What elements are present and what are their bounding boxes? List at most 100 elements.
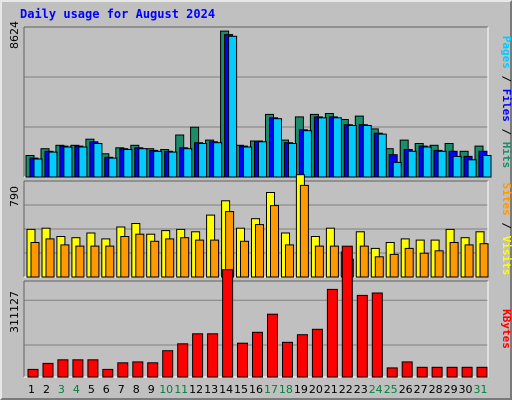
bar-sites-day-27 (419, 252, 429, 278)
bar-kbytes-day-31 (476, 366, 488, 378)
bar-sites-day-14 (225, 211, 235, 278)
x-tick-label-day-1: 1 (28, 383, 35, 396)
bar-kbytes-day-24 (371, 292, 383, 378)
x-tick-label-day-2: 2 (43, 383, 50, 396)
bar-sites-day-7 (120, 236, 130, 278)
bar-pages-day-19 (302, 130, 312, 178)
bar-pages-day-1 (33, 158, 43, 178)
bar-kbytes-day-23 (356, 294, 368, 378)
x-tick-label-day-21: 21 (324, 383, 338, 396)
x-tick-label-day-7: 7 (118, 383, 125, 396)
legend-part: Hits (500, 142, 512, 169)
bar-pages-day-22 (347, 125, 357, 178)
x-tick-label-day-23: 23 (354, 383, 368, 396)
bar-kbytes-day-25 (386, 367, 398, 378)
bar-sites-day-20 (314, 245, 324, 278)
bar-pages-day-3 (63, 146, 73, 178)
x-tick-label-day-28: 28 (429, 383, 443, 396)
bar-pages-day-30 (467, 159, 477, 178)
legend-part: Visits (500, 236, 512, 276)
legend-part: Pages (500, 36, 512, 69)
bar-kbytes-day-27 (416, 366, 428, 378)
legend-part: KBytes (500, 309, 512, 349)
x-tick-label-day-13: 13 (204, 383, 218, 396)
x-tick-label-day-10: 10 (159, 383, 173, 396)
bar-kbytes-day-16 (252, 331, 263, 378)
x-tick-label-day-27: 27 (414, 383, 428, 396)
bar-pages-day-31 (482, 155, 492, 178)
bar-sites-day-19 (299, 184, 309, 278)
x-tick-label-day-26: 26 (399, 383, 413, 396)
bar-sites-day-25 (389, 253, 399, 278)
bar-kbytes-day-6 (102, 368, 114, 378)
y-tick-label-top: 8624 (8, 21, 21, 49)
bar-sites-day-8 (135, 233, 145, 278)
x-tick-label-day-9: 9 (148, 383, 155, 396)
chart-title: Daily usage for August 2024 (20, 7, 216, 21)
bar-kbytes-day-9 (147, 362, 159, 378)
bar-kbytes-day-15 (237, 342, 248, 378)
bar-kbytes-day-14 (222, 269, 234, 378)
x-tick-label-day-17: 17 (264, 383, 278, 396)
x-tick-label-day-12: 12 (189, 383, 203, 396)
bar-kbytes-day-17 (267, 313, 278, 378)
x-tick-label-day-6: 6 (103, 383, 110, 396)
legend-label-middle: Sites / Visits (500, 183, 512, 276)
legend-part: Sites (500, 183, 512, 216)
bar-pages-day-25 (392, 161, 402, 178)
bar-sites-day-10 (165, 238, 175, 278)
x-tick-label-day-31: 31 (474, 383, 488, 396)
bar-pages-day-16 (258, 141, 267, 178)
y-tick-label-middle: 790 (8, 186, 21, 207)
bar-sites-day-4 (75, 245, 85, 278)
bar-pages-day-8 (138, 148, 148, 178)
bar-pages-day-6 (108, 157, 118, 178)
bar-pages-day-21 (332, 117, 342, 178)
legend-part: / (500, 122, 512, 142)
bar-sites-day-1 (30, 242, 40, 278)
bar-sites-day-16 (255, 224, 264, 278)
bar-kbytes-day-12 (192, 333, 204, 378)
bar-pages-day-5 (93, 143, 103, 178)
bar-pages-day-29 (452, 155, 462, 178)
x-tick-label-day-15: 15 (234, 383, 248, 396)
x-tick-label-day-30: 30 (459, 383, 473, 396)
legend-label-bottom: KBytes (500, 309, 512, 349)
bar-pages-day-15 (243, 146, 252, 178)
bar-kbytes-day-3 (57, 359, 69, 378)
bar-pages-day-17 (273, 118, 282, 178)
bar-pages-day-11 (183, 148, 193, 178)
x-tick-label-day-16: 16 (249, 383, 263, 396)
bar-pages-day-20 (317, 117, 327, 178)
bar-kbytes-day-21 (326, 288, 338, 378)
bar-pages-day-14 (228, 35, 238, 178)
x-tick-label-day-20: 20 (309, 383, 323, 396)
bar-kbytes-day-18 (282, 341, 293, 378)
bar-sites-day-31 (479, 243, 489, 278)
bar-kbytes-day-7 (117, 362, 129, 378)
bar-sites-day-18 (285, 244, 294, 278)
x-tick-label-day-18: 18 (279, 383, 293, 396)
bar-sites-day-23 (359, 245, 369, 278)
bar-kbytes-day-20 (311, 328, 323, 378)
bar-pages-day-28 (437, 150, 447, 178)
bar-kbytes-day-13 (207, 333, 219, 378)
x-tick-label-day-19: 19 (294, 383, 308, 396)
bar-kbytes-day-10 (162, 350, 174, 378)
bar-sites-day-26 (404, 247, 414, 278)
bar-kbytes-day-28 (431, 366, 443, 378)
x-tick-label-day-29: 29 (444, 383, 458, 396)
x-tick-label-day-5: 5 (88, 383, 95, 396)
bar-sites-day-29 (449, 242, 459, 278)
bar-kbytes-day-11 (177, 343, 189, 378)
bar-pages-day-26 (407, 150, 417, 178)
bar-pages-day-24 (377, 133, 387, 178)
x-tick-label-day-25: 25 (384, 383, 398, 396)
bar-pages-day-7 (123, 149, 133, 178)
bar-pages-day-27 (422, 146, 432, 178)
bar-sites-day-6 (105, 245, 115, 278)
x-tick-label-day-11: 11 (174, 383, 188, 396)
x-tick-label-day-3: 3 (58, 383, 65, 396)
bar-pages-day-2 (48, 151, 58, 178)
